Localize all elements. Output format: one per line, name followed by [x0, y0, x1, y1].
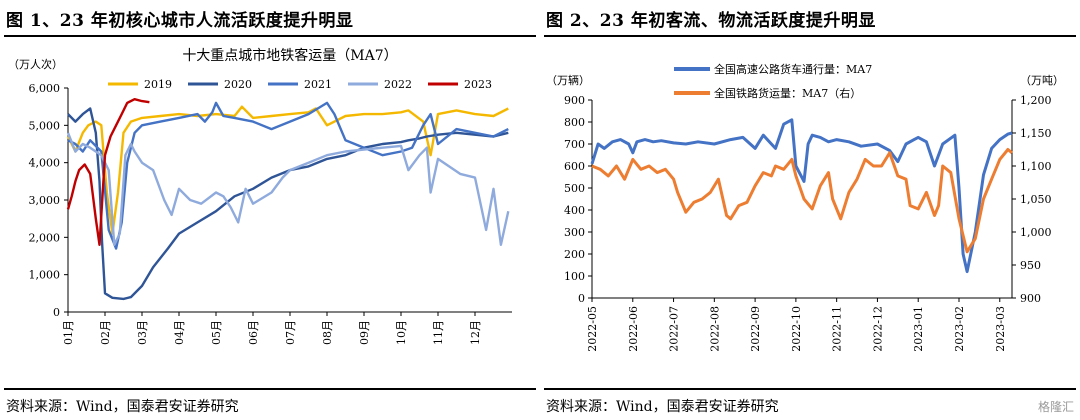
y2-tick-label: 1,150 — [1020, 127, 1052, 140]
x-tick-label: 08月 — [321, 320, 334, 345]
subway-ridership-chart: 十大重点城市地铁客运量（MA7） （万人次） 0 1,000 2,000 3,000 4,0… — [8, 47, 512, 345]
x-tick-label: 01月 — [62, 320, 75, 345]
y-axis-unit-label: （万辆） — [546, 73, 590, 87]
x-tick-label: 2022-12 — [871, 306, 884, 352]
x-tick-label: 2022-07 — [668, 306, 681, 352]
watermark-logo: 格隆汇 — [1037, 400, 1074, 414]
series-line-2023 — [66, 98, 150, 247]
y-tick-label: 5,000 — [29, 119, 61, 132]
y-tick-label: 0 — [53, 306, 60, 319]
y2-tick-label: 1,050 — [1020, 193, 1052, 206]
legend-label-2023: 2023 — [464, 78, 492, 91]
y-tick-label: 4,000 — [29, 157, 61, 170]
figure-1-panel: 图 1、23 年初核心城市人流活跃度提升明显 十大重点城市地铁客运量（MA7） （… — [4, 11, 536, 415]
y-tick-label: 0 — [578, 292, 585, 305]
y-tick-label: 3,000 — [29, 194, 61, 207]
x-tick-label: 2022-05 — [586, 306, 599, 352]
figure-2-panel: 图 2、23 年初客流、物流活跃度提升明显 （万辆） （万吨） 0 100 200 300… — [540, 0, 1080, 420]
legend-label-1: 全国高速公路货车通行量：MA7 — [714, 62, 872, 76]
y2-tick-label: 1,100 — [1020, 160, 1052, 173]
y-tick-label: 600 — [564, 160, 585, 173]
x-tick-label: 10月 — [395, 320, 408, 345]
figure-1-top-rule — [4, 35, 536, 37]
y2-tick-label: 1,000 — [1020, 226, 1052, 239]
y-tick-label: 500 — [564, 182, 585, 195]
series-line-truck-traffic — [590, 118, 1013, 274]
y2-tick-label: 950 — [1020, 259, 1041, 272]
x-tick-label: 07月 — [284, 320, 297, 345]
y-axis-unit-label: （万人次） — [8, 57, 63, 71]
x-tick-label: 12月 — [469, 320, 482, 345]
y-tick-label: 100 — [564, 270, 585, 283]
y-tick-label: 2,000 — [29, 231, 61, 244]
x-tick-label: 2023-01 — [912, 306, 925, 352]
y-tick-label: 6,000 — [29, 82, 61, 95]
figure-1-source: 资料来源：Wind，国泰君安证券研究 — [6, 399, 239, 415]
y2-axis-unit-label: （万吨） — [1020, 74, 1064, 87]
series-line-2022 — [66, 132, 510, 247]
y-tick-label: 400 — [564, 204, 585, 217]
y2-tick-label: 1,200 — [1020, 94, 1052, 107]
x-tick-label: 2022-10 — [790, 306, 803, 352]
figure-1-bottom-rule — [4, 388, 536, 390]
y-tick-label: 800 — [564, 116, 585, 129]
freight-activity-chart: （万辆） （万吨） 0 100 200 300 400 500 600 700 800 900 900 9… — [546, 62, 1064, 352]
x-tick-label: 2022-06 — [627, 306, 640, 352]
y-tick-label: 200 — [564, 248, 585, 261]
x-tick-label: 11月 — [432, 320, 445, 345]
series-line-rail-freight — [591, 148, 1013, 254]
legend-label-2020: 2020 — [224, 78, 252, 91]
legend-label-2019: 2019 — [144, 78, 172, 91]
x-tick-label: 2022-09 — [749, 306, 762, 352]
figure-2-title: 图 2、23 年初客流、物流活跃度提升明显 — [546, 11, 876, 31]
figure-2-top-rule — [544, 35, 1076, 37]
x-tick-label: 06月 — [247, 320, 260, 345]
y2-tick-label: 900 — [1020, 292, 1041, 305]
figure-2-source: 资料来源：Wind，国泰君安证券研究 — [546, 399, 779, 415]
figure-1-title: 图 1、23 年初核心城市人流活跃度提升明显 — [6, 11, 354, 31]
x-tick-label: 2023-02 — [953, 306, 966, 352]
x-tick-label: 05月 — [210, 320, 223, 345]
x-tick-label: 02月 — [99, 320, 112, 345]
figure-2-bottom-rule — [544, 388, 1076, 390]
series-line-2021 — [67, 101, 509, 250]
chart-title: 十大重点城市地铁客运量（MA7） — [182, 47, 397, 64]
x-tick-label: 04月 — [173, 320, 186, 345]
y-tick-label: 900 — [564, 94, 585, 107]
legend-label-2021: 2021 — [304, 78, 332, 91]
legend-label-2022: 2022 — [384, 78, 412, 91]
y-tick-label: 300 — [564, 226, 585, 239]
x-tick-label: 2022-11 — [831, 306, 844, 352]
x-tick-label: 03月 — [136, 320, 149, 345]
x-tick-label: 2023-03 — [994, 306, 1007, 352]
x-tick-label: 2022-08 — [708, 306, 721, 352]
y-tick-label: 1,000 — [29, 269, 61, 282]
legend-label-2: 全国铁路货运量：MA7（右） — [714, 86, 861, 100]
x-tick-label: 09月 — [358, 320, 371, 345]
series-line-2019 — [66, 105, 509, 235]
y-tick-label: 700 — [564, 138, 585, 151]
